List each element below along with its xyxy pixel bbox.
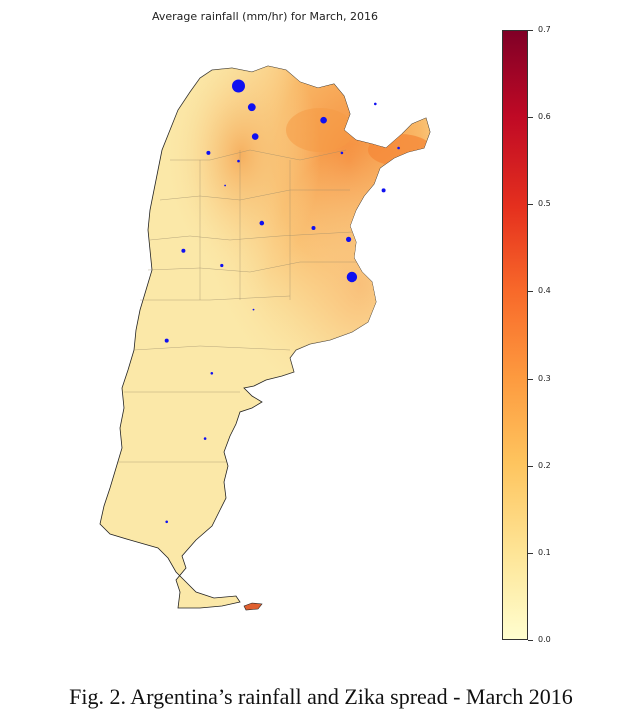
- zika-marker: [247, 103, 256, 112]
- colorbar-tick-mark: [528, 465, 533, 467]
- colorbar-tick-mark: [528, 552, 533, 554]
- plot-title: Average rainfall (mm/hr) for March, 2016: [151, 10, 379, 23]
- zika-marker: [259, 220, 265, 226]
- colorbar-tick-label: 0.5: [538, 199, 551, 209]
- colorbar-tick-label: 0.2: [538, 460, 551, 470]
- zika-marker: [251, 133, 259, 140]
- colorbar-tick-label: 0.0: [538, 635, 551, 644]
- zika-marker: [224, 184, 227, 187]
- colorbar-tick-mark: [528, 30, 533, 31]
- colorbar-tick-mark: [528, 640, 533, 641]
- zika-marker: [181, 248, 186, 253]
- zika-marker: [206, 150, 211, 155]
- colorbar-tick-mark: [528, 378, 533, 380]
- colorbar: [502, 30, 528, 640]
- zika-marker: [220, 263, 224, 268]
- colorbar-tick-mark: [528, 117, 533, 119]
- zika-marker: [397, 146, 400, 150]
- zika-marker: [237, 159, 240, 163]
- colorbar-tick-label: 0.4: [538, 286, 551, 296]
- colorbar-tick-mark: [528, 291, 533, 293]
- rainfall-overlay: [100, 66, 430, 608]
- colorbar-tick-mark: [528, 204, 533, 206]
- islands: [243, 602, 263, 611]
- zika-marker: [374, 102, 377, 106]
- colorbar-tick-label: 0.6: [538, 112, 551, 122]
- zika-marker: [340, 151, 344, 155]
- colorbar-tick-label: 0.3: [538, 373, 551, 383]
- figure-caption: Fig. 2. Argentina’s rainfall and Zika sp…: [69, 684, 573, 709]
- argentina-map: [99, 65, 431, 611]
- zika-marker: [165, 520, 168, 524]
- zika-marker: [381, 188, 386, 193]
- colorbar-tick-label: 0.7: [538, 25, 551, 34]
- province-borders: [118, 149, 356, 463]
- zika-marker: [164, 338, 169, 343]
- zika-marker: [311, 226, 316, 230]
- zika-marker: [346, 236, 352, 242]
- zika-marker: [320, 116, 327, 124]
- zika-marker: [203, 437, 207, 440]
- zika-marker: [232, 79, 245, 93]
- zika-marker: [252, 308, 255, 311]
- zika-marker: [346, 271, 358, 283]
- zika-markers: [164, 79, 400, 524]
- zika-marker: [210, 372, 214, 375]
- colorbar-tick-label: 0.1: [538, 547, 551, 557]
